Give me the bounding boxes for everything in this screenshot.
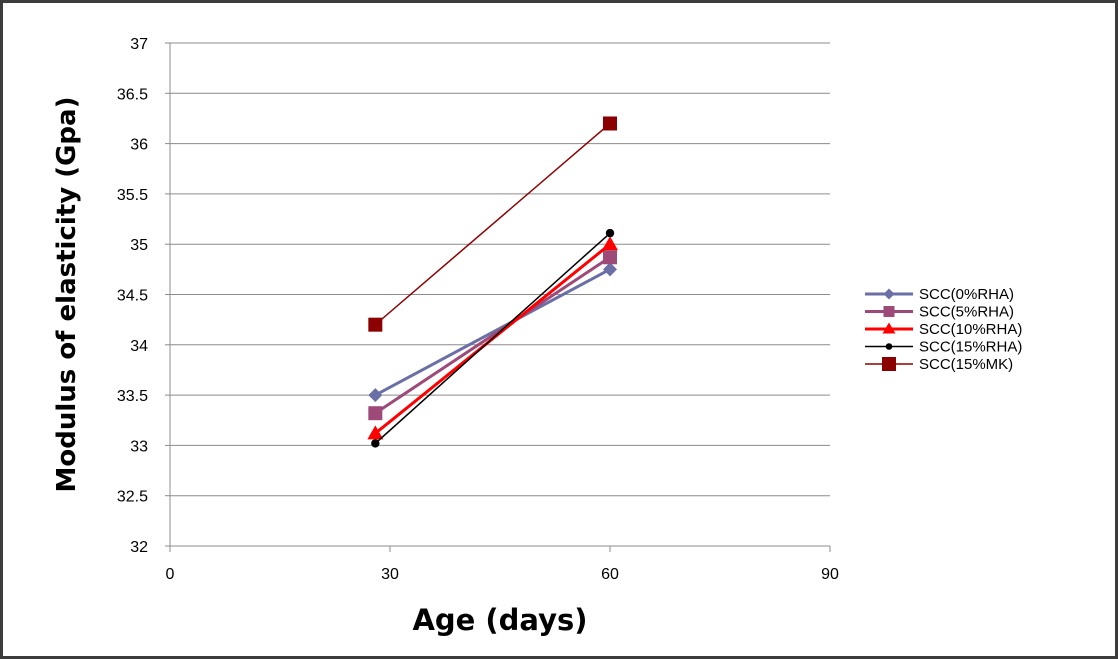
y-tick-label: 34.5 — [117, 288, 148, 305]
x-axis-title: Age (days) — [412, 603, 587, 637]
y-tick-label: 34 — [130, 338, 148, 355]
legend-swatch-marker — [882, 357, 896, 371]
data-point — [605, 228, 615, 238]
data-point — [371, 439, 380, 448]
legend-label: SCC(15%RHA) — [919, 339, 1022, 356]
data-point — [368, 317, 383, 332]
legend-entry: SCC(15%RHA) — [865, 339, 1022, 356]
series-line — [374, 256, 611, 415]
y-tick-label: 33.5 — [117, 388, 148, 405]
legend-label: SCC(15%MK) — [919, 356, 1013, 373]
legend-label: SCC(0%RHA) — [919, 286, 1014, 303]
series-1 — [368, 250, 617, 421]
legend-swatch-marker — [883, 306, 895, 317]
y-tick-label: 36.5 — [117, 86, 148, 103]
series-0 — [368, 262, 617, 403]
y-tick-label: 32.5 — [117, 489, 148, 506]
legend-entry: SCC(0%RHA) — [865, 286, 1014, 303]
legend-swatch-marker — [883, 288, 895, 300]
x-tick-label: 90 — [821, 566, 839, 583]
y-tick-label: 35 — [130, 237, 148, 254]
data-series — [367, 116, 618, 448]
axes — [165, 42, 831, 552]
series-4 — [368, 116, 617, 332]
y-tick-label: 37 — [130, 36, 148, 53]
data-point — [603, 250, 617, 265]
data-point — [367, 425, 384, 440]
tick-labels: 32 32.5 33 33.5 34 34.5 35 35.5 36 36.5 37 0 30 60 90 — [117, 36, 839, 583]
x-tick-label: 0 — [166, 566, 175, 583]
legend-label: SCC(10%RHA) — [919, 321, 1022, 338]
series-line — [374, 122, 611, 326]
data-point — [603, 262, 617, 277]
legend-entry: SCC(10%RHA) — [865, 321, 1022, 338]
y-tick-label: 32 — [130, 539, 148, 556]
legend-entry: SCC(15%MK) — [865, 356, 1013, 373]
x-tick-label: 60 — [601, 566, 619, 583]
series-3 — [371, 228, 615, 448]
grid-lines — [170, 42, 830, 547]
legend-label: SCC(5%RHA) — [919, 304, 1014, 321]
legend-swatch-marker — [885, 343, 893, 350]
legend: SCC(0%RHA)SCC(5%RHA)SCC(10%RHA)SCC(15%RH… — [865, 286, 1022, 373]
series-line — [374, 268, 611, 397]
legend-entry: SCC(5%RHA) — [865, 304, 1014, 321]
legend-swatch-marker — [882, 322, 896, 334]
y-tick-label: 35.5 — [117, 187, 148, 204]
data-point — [368, 388, 383, 403]
y-tick-label: 36 — [130, 137, 148, 154]
data-point — [603, 116, 617, 131]
data-point — [368, 406, 383, 421]
data-point — [602, 236, 618, 251]
x-tick-label: 30 — [381, 566, 399, 583]
y-tick-label: 33 — [130, 438, 148, 455]
y-axis-title: Modulus of elasticity (Gpa) — [52, 97, 82, 493]
series-line — [374, 232, 611, 444]
